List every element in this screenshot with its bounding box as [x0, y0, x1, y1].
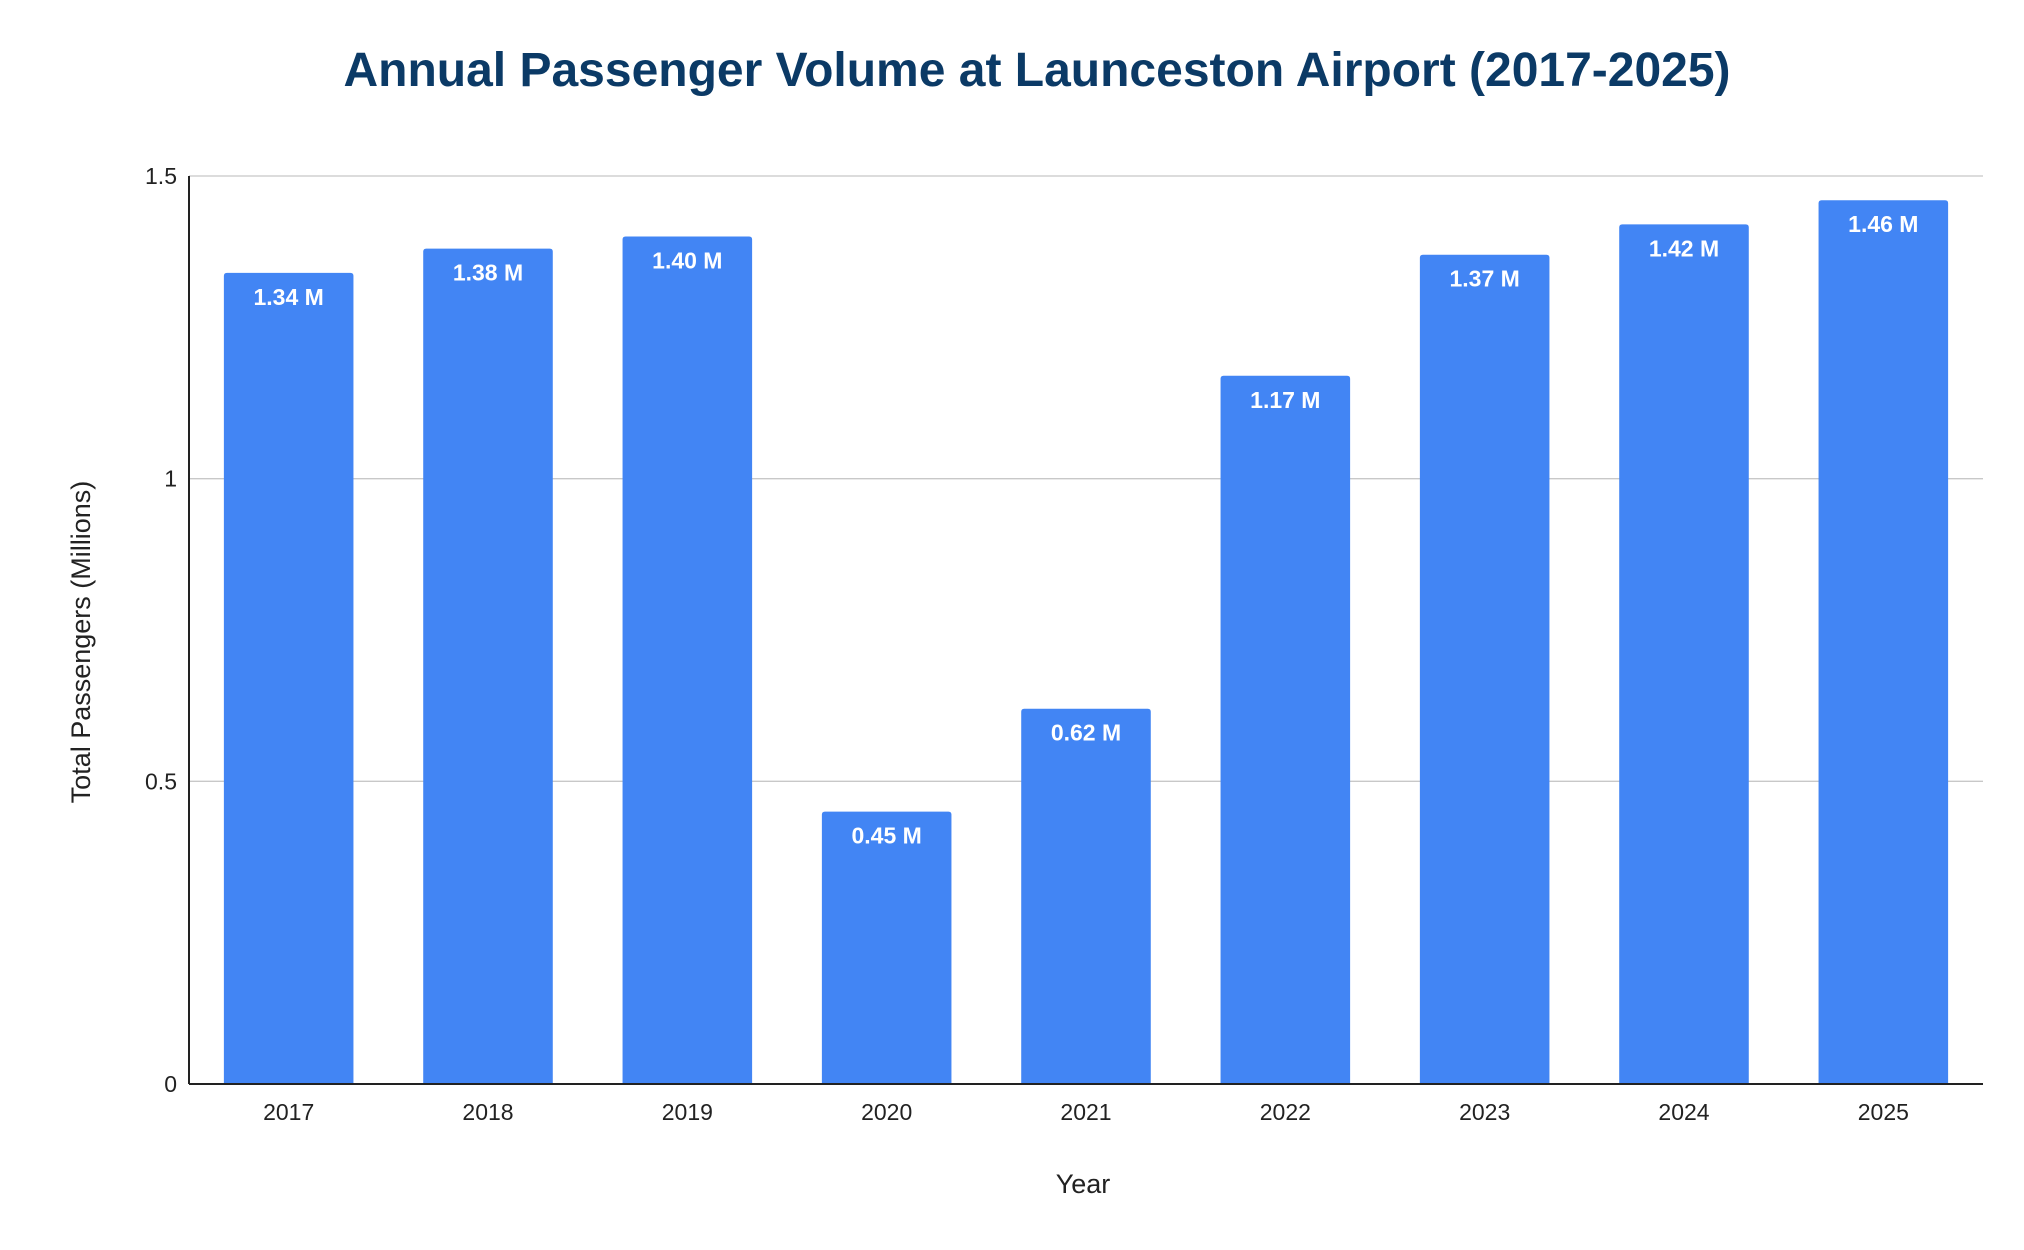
bar-2022 — [1220, 375, 1351, 1084]
x-tick-labels: 2017 2018 2019 2020 2021 2022 2023 2024 2025 — [263, 1099, 1909, 1125]
data-labels: 1.34 M 1.38 M 1.40 M 0.45 M 0.62 M 1.17 M 1.37… — [254, 211, 1919, 848]
data-label-2021: 0.62 M — [1051, 720, 1121, 746]
data-label-2023: 1.37 M — [1450, 266, 1520, 292]
bar-2021 — [1021, 708, 1151, 1084]
chart-title: Annual Passenger Volume at Launceston Ai… — [343, 44, 1730, 97]
axes — [188, 176, 1983, 1085]
y-tick-label: 1.5 — [145, 163, 177, 189]
bar-2018 — [423, 248, 553, 1084]
y-tick-label: 1 — [164, 466, 177, 492]
data-label-2020: 0.45 M — [852, 823, 922, 849]
data-label-2017: 1.34 M — [254, 284, 324, 310]
bar-2025 — [1818, 200, 1949, 1085]
data-label-2022: 1.17 M — [1250, 387, 1320, 413]
x-tick-label: 2019 — [662, 1099, 713, 1125]
bar-2023 — [1419, 254, 1550, 1084]
y-tick-labels: 0 0.5 1 1.5 — [145, 163, 177, 1097]
x-tick-label: 2025 — [1858, 1099, 1909, 1125]
bar-2017 — [223, 272, 354, 1084]
x-tick-label: 2023 — [1459, 1099, 1510, 1125]
y-tick-label: 0 — [164, 1071, 177, 1097]
bar-2019 — [622, 236, 753, 1085]
bars — [223, 200, 1949, 1085]
data-label-2018: 1.38 M — [453, 260, 523, 286]
data-label-2024: 1.42 M — [1649, 235, 1719, 261]
x-tick-label: 2020 — [861, 1099, 912, 1125]
data-label-2019: 1.40 M — [652, 248, 722, 274]
y-tick-label: 0.5 — [145, 768, 177, 794]
y-axis-title: Total Passengers (Millions) — [66, 481, 96, 804]
x-tick-label: 2021 — [1060, 1099, 1111, 1125]
x-axis-title: Year — [1056, 1169, 1111, 1199]
data-label-2025: 1.46 M — [1848, 211, 1918, 237]
bar-2024 — [1619, 224, 1749, 1085]
x-tick-label: 2022 — [1260, 1099, 1311, 1125]
x-tick-label: 2017 — [263, 1099, 314, 1125]
x-tick-label: 2018 — [462, 1099, 513, 1125]
bar-2020 — [821, 811, 952, 1084]
x-tick-label: 2024 — [1658, 1099, 1709, 1125]
